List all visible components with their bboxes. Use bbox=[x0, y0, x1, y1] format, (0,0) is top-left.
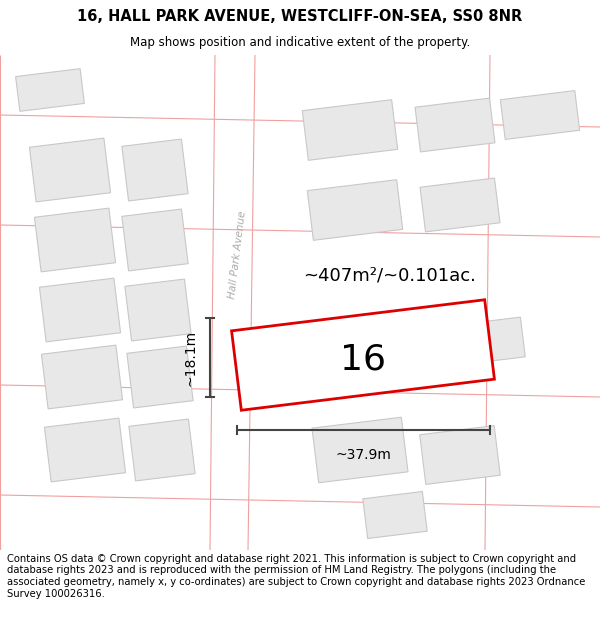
Text: ~407m²/~0.101ac.: ~407m²/~0.101ac. bbox=[304, 266, 476, 284]
Text: 16, HALL PARK AVENUE, WESTCLIFF-ON-SEA, SS0 8NR: 16, HALL PARK AVENUE, WESTCLIFF-ON-SEA, … bbox=[77, 9, 523, 24]
Text: Hall Park Avenue: Hall Park Avenue bbox=[227, 211, 247, 299]
Polygon shape bbox=[125, 279, 191, 341]
Polygon shape bbox=[312, 418, 408, 482]
Polygon shape bbox=[127, 346, 193, 408]
Text: 16: 16 bbox=[340, 343, 386, 377]
Text: ~37.9m: ~37.9m bbox=[335, 448, 391, 462]
Polygon shape bbox=[41, 345, 122, 409]
Polygon shape bbox=[40, 278, 121, 342]
Text: Contains OS data © Crown copyright and database right 2021. This information is : Contains OS data © Crown copyright and d… bbox=[7, 554, 586, 599]
Polygon shape bbox=[500, 91, 580, 139]
Polygon shape bbox=[122, 139, 188, 201]
Text: ~18.1m: ~18.1m bbox=[184, 329, 198, 386]
Polygon shape bbox=[44, 418, 125, 482]
Polygon shape bbox=[34, 208, 116, 272]
Polygon shape bbox=[420, 178, 500, 232]
Polygon shape bbox=[122, 209, 188, 271]
Polygon shape bbox=[420, 426, 500, 484]
Polygon shape bbox=[232, 300, 494, 410]
Polygon shape bbox=[307, 180, 403, 240]
Polygon shape bbox=[29, 138, 110, 202]
Polygon shape bbox=[16, 69, 85, 111]
Polygon shape bbox=[363, 491, 427, 539]
Polygon shape bbox=[471, 317, 525, 363]
Polygon shape bbox=[302, 100, 398, 160]
Polygon shape bbox=[129, 419, 195, 481]
Polygon shape bbox=[415, 98, 495, 152]
Text: Map shows position and indicative extent of the property.: Map shows position and indicative extent… bbox=[130, 36, 470, 49]
